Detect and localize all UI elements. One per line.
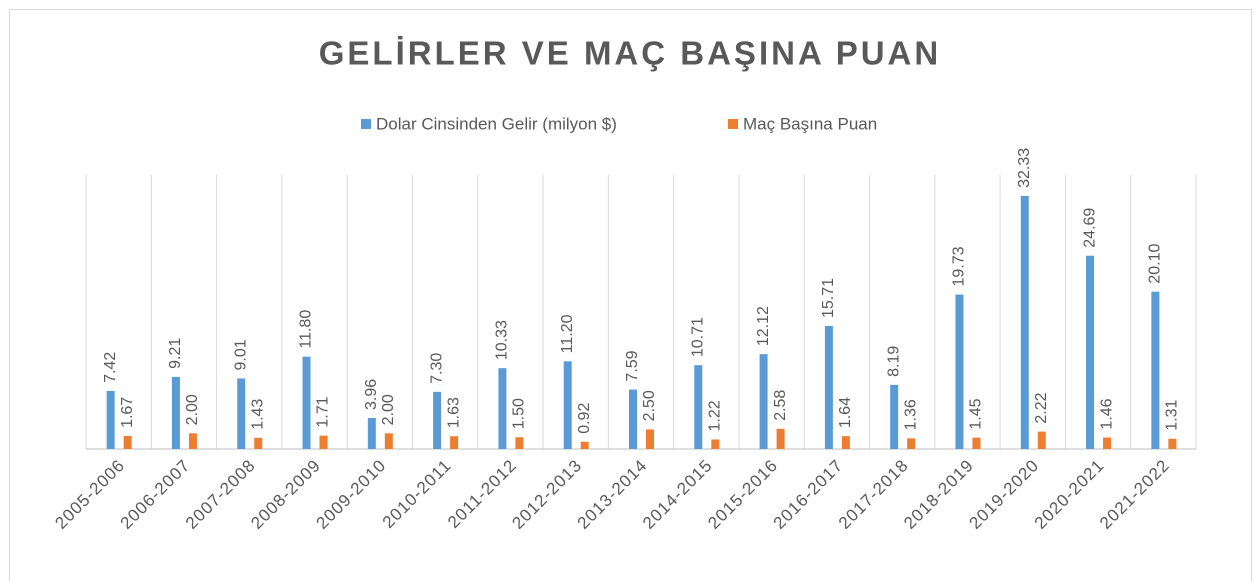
data-label: 1.43 (249, 399, 266, 430)
legend-label: Maç Başına Puan (743, 114, 877, 133)
bar (890, 384, 899, 449)
bar (367, 417, 376, 449)
data-label: 3.96 (363, 379, 380, 410)
data-label: 1.63 (445, 397, 462, 428)
data-label: 8.19 (885, 346, 902, 377)
data-label: 10.71 (690, 317, 707, 357)
bar (1151, 291, 1160, 449)
bar (1020, 195, 1029, 449)
data-label: 12.12 (755, 306, 772, 346)
bar (646, 429, 654, 449)
bar (123, 435, 132, 449)
bar (580, 441, 589, 449)
bar (972, 437, 981, 449)
bar (188, 433, 197, 449)
data-label: 1.31 (1164, 400, 1181, 431)
data-label: 15.71 (820, 278, 837, 318)
data-label: 2.00 (184, 394, 201, 425)
data-label: 0.92 (576, 403, 593, 434)
bar (563, 361, 572, 449)
bar (1037, 431, 1046, 449)
data-label: 1.22 (707, 400, 724, 431)
bar (237, 378, 246, 449)
bar (450, 436, 459, 449)
bar (907, 438, 916, 449)
data-label: 20.10 (1147, 244, 1164, 284)
bar (1168, 438, 1177, 449)
data-label: 1.67 (119, 397, 136, 428)
bar (711, 439, 720, 449)
bar (171, 376, 180, 449)
legend-swatch (728, 119, 738, 129)
data-label: 1.36 (902, 399, 919, 430)
data-label: 1.46 (1098, 398, 1115, 429)
data-label: 9.21 (167, 338, 184, 369)
bar (384, 433, 393, 449)
data-label: 10.33 (494, 320, 511, 360)
data-label: 2.22 (1033, 392, 1050, 423)
bar (319, 435, 328, 449)
data-label: 7.30 (428, 353, 445, 384)
chart-title: GELİRLER VE MAÇ BAŞINA PUAN (319, 35, 941, 72)
bar (254, 437, 263, 449)
bar (759, 354, 768, 449)
data-label: 2.58 (772, 390, 789, 421)
bar (106, 390, 115, 449)
data-label: 1.64 (837, 397, 854, 428)
bar (841, 436, 850, 449)
bar (515, 437, 524, 449)
data-label: 9.01 (232, 339, 249, 370)
bar (824, 326, 833, 449)
bar (776, 428, 785, 449)
bar (302, 356, 311, 449)
data-label: 7.42 (102, 352, 119, 383)
data-label: 11.20 (559, 314, 576, 353)
bar (1103, 437, 1112, 449)
data-label: 32.33 (1016, 148, 1033, 188)
data-label: 2.00 (380, 394, 397, 425)
data-label: 7.59 (624, 350, 641, 381)
legend-swatch (361, 119, 371, 129)
data-label: 24.69 (1081, 208, 1098, 248)
data-label: 11.80 (298, 310, 315, 349)
bar (1086, 255, 1095, 449)
bar (498, 368, 507, 449)
data-label: 2.50 (641, 390, 658, 421)
bar (629, 389, 637, 449)
data-label: 1.71 (315, 396, 332, 427)
bar (433, 391, 442, 449)
data-label: 1.45 (968, 398, 985, 429)
data-label: 19.73 (951, 246, 968, 286)
bar (955, 294, 964, 449)
bar (694, 365, 703, 449)
legend-label: Dolar Cinsinden Gelir (milyon $) (376, 114, 617, 133)
data-label: 1.50 (511, 398, 528, 429)
